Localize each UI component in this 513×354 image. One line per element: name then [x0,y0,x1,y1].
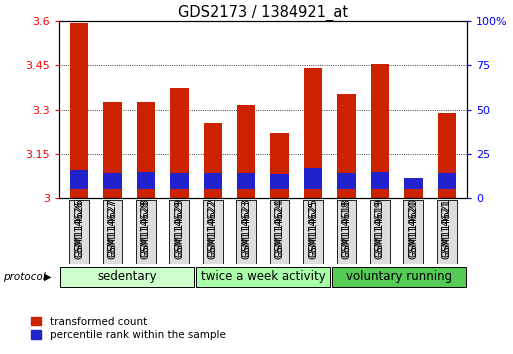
Text: GSM114619: GSM114619 [375,198,385,257]
FancyBboxPatch shape [69,200,89,264]
Bar [237,173,255,189]
FancyBboxPatch shape [370,200,390,264]
Bar [170,173,189,189]
Bar [270,174,289,189]
FancyBboxPatch shape [203,200,223,264]
Text: GSM114628: GSM114628 [141,198,151,257]
Text: GSM114620: GSM114620 [408,200,418,259]
FancyBboxPatch shape [437,200,457,264]
Text: GSM114618: GSM114618 [342,200,351,259]
Bar [103,102,122,198]
Text: GSM114626: GSM114626 [74,200,84,259]
Bar [404,178,423,189]
FancyBboxPatch shape [236,200,256,264]
Text: GSM114622: GSM114622 [208,198,218,257]
Bar [371,172,389,189]
Bar [404,187,423,198]
Text: GSM114619: GSM114619 [375,200,385,259]
Bar [371,64,389,198]
Text: GSM114621: GSM114621 [442,200,452,259]
Bar [438,113,456,198]
Bar [170,88,189,198]
Bar [337,93,356,198]
Text: GSM114627: GSM114627 [108,198,117,257]
FancyBboxPatch shape [303,200,323,264]
FancyBboxPatch shape [195,267,330,287]
Bar [103,173,122,189]
Text: GSM114621: GSM114621 [442,198,452,257]
Text: GSM114625: GSM114625 [308,198,318,257]
Text: GSM114620: GSM114620 [408,198,418,257]
Text: GSM114628: GSM114628 [141,200,151,259]
Title: GDS2173 / 1384921_at: GDS2173 / 1384921_at [178,5,348,21]
Bar [438,173,456,189]
FancyBboxPatch shape [169,200,189,264]
Text: GSM114626: GSM114626 [74,198,84,257]
Text: GSM114629: GSM114629 [174,198,184,257]
FancyBboxPatch shape [103,200,122,264]
FancyBboxPatch shape [331,267,466,287]
Text: GSM114624: GSM114624 [274,198,285,257]
Text: sedentary: sedentary [97,270,157,283]
FancyBboxPatch shape [337,200,357,264]
Bar [304,168,322,189]
FancyBboxPatch shape [404,200,423,264]
Bar [337,173,356,189]
FancyBboxPatch shape [270,200,289,264]
Bar [304,68,322,198]
Bar [70,170,88,189]
Text: protocol: protocol [3,272,45,282]
Bar [204,173,222,189]
Bar [137,102,155,198]
FancyBboxPatch shape [60,267,194,287]
Bar [270,133,289,198]
Text: voluntary running: voluntary running [346,270,452,283]
Legend: transformed count, percentile rank within the sample: transformed count, percentile rank withi… [31,317,226,340]
Text: twice a week activity: twice a week activity [201,270,325,283]
Text: GSM114625: GSM114625 [308,200,318,259]
Text: GSM114622: GSM114622 [208,200,218,259]
Text: GSM114618: GSM114618 [342,198,351,257]
Text: GSM114624: GSM114624 [274,200,285,259]
Text: GSM114627: GSM114627 [108,200,117,259]
Text: GSM114623: GSM114623 [241,200,251,259]
FancyBboxPatch shape [136,200,156,264]
Text: ▶: ▶ [44,272,51,282]
Bar [70,23,88,198]
Text: GSM114623: GSM114623 [241,198,251,257]
Text: GSM114629: GSM114629 [174,200,184,259]
Bar [204,123,222,198]
Bar [237,105,255,198]
Bar [137,172,155,189]
